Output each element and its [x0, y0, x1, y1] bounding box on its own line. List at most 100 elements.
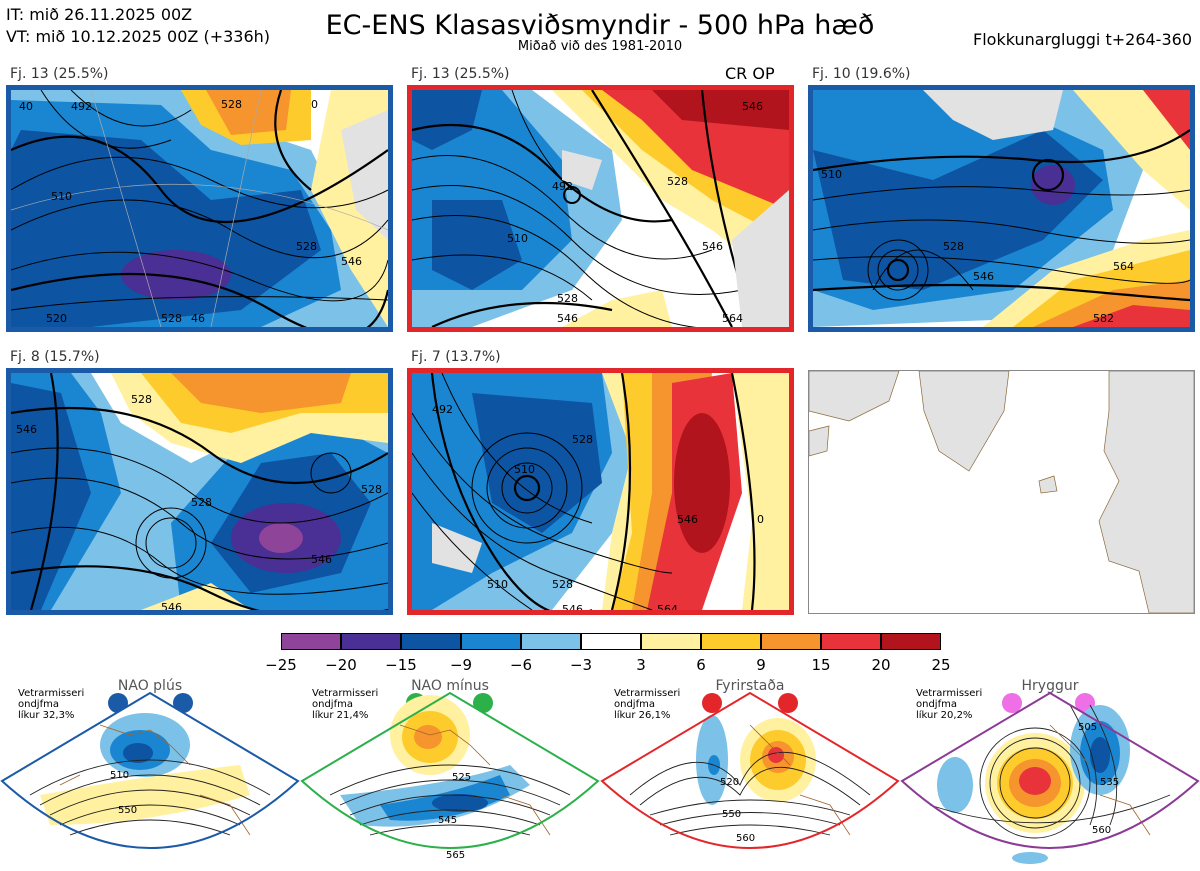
regime-contour-label: 520 — [720, 777, 739, 788]
contour-label: 546 — [16, 423, 37, 436]
colorbar-swatch — [341, 633, 401, 650]
contour-label: 546 — [562, 603, 583, 610]
cluster-map-5: 492 510 528 546 510 528 546 564 0 — [407, 368, 794, 615]
contour-label: 546 — [341, 255, 362, 268]
regime-ridge: Hryggur Vetrarmisseri ondjfma líkur 20,2… — [900, 675, 1200, 871]
contour-label: 528 — [557, 292, 578, 305]
contour-label: 546 — [973, 270, 994, 283]
regime-contour-label: 525 — [452, 772, 471, 783]
colorbar-swatch — [281, 633, 341, 650]
contour-label: 528 — [572, 433, 593, 446]
contour-label: 546 — [557, 312, 578, 325]
regime-info-probability: líkur 26,1% — [614, 710, 671, 721]
contour-label: 492 — [71, 100, 92, 113]
regime-info-season: Vetrarmisseri — [312, 688, 379, 699]
colorbar-tick-label: −25 — [265, 656, 297, 674]
cluster-map-4: 528 546 528 546 528 546 564 — [6, 368, 393, 615]
contour-label: 528 — [943, 240, 964, 253]
panel-label-5: Fj. 7 (13.7%) — [411, 349, 501, 365]
regime-marker-icon — [1002, 693, 1022, 713]
contour-label: 528 — [667, 175, 688, 188]
cluster-map-1-plot: 40 492 528 510 0 528 546 528 46 564 520 — [11, 90, 388, 327]
contour-label: 528 — [361, 483, 382, 496]
colorbar-swatch — [641, 633, 701, 650]
contour-label: 546 — [677, 513, 698, 526]
regime-title: NAO plús — [117, 678, 183, 694]
regime-info-months: ondjfma — [18, 699, 59, 710]
init-time: IT: mið 26.11.2025 00Z — [6, 5, 193, 24]
contour-label: 510 — [514, 463, 535, 476]
regime-info-season: Vetrarmisseri — [18, 688, 85, 699]
contour-label: 510 — [507, 232, 528, 245]
regime-info-months: ondjfma — [916, 699, 957, 710]
regime-info-probability: líkur 20,2% — [916, 710, 973, 721]
contour-label: 0 — [757, 513, 764, 526]
cluster-map-3-plot: 510 528 546 564 582 — [813, 90, 1190, 327]
panel-label-1: Fj. 13 (25.5%) — [10, 66, 109, 82]
colorbar-swatch — [881, 633, 941, 650]
regime-info-season: Vetrarmisseri — [916, 688, 983, 699]
contour-label: 564 — [722, 312, 743, 325]
colorbar-tick-label: −6 — [509, 656, 533, 674]
regime-map: 520 550 560 — [600, 691, 900, 849]
regime-contour-label: 560 — [1092, 825, 1111, 836]
colorbar-tick-label: 25 — [931, 656, 951, 674]
colorbar-tick-label: 15 — [811, 656, 831, 674]
colorbar-swatch — [461, 633, 521, 650]
regime-info: Vetrarmisseri ondjfma líkur 26,1% — [614, 688, 680, 721]
contour-label: 528 — [221, 98, 242, 111]
colorbar-tick-label: 9 — [756, 656, 766, 674]
contour-label: 546 — [742, 100, 763, 113]
contour-label: 528 — [296, 240, 317, 253]
cluster-map-2-plot: 546 492 510 528 528 546 546 564 — [412, 90, 789, 327]
classification-window: Flokkunargluggi t+264-360 — [973, 30, 1192, 49]
header-info: IT: mið 26.11.2025 00Z VT: mið 10.12.202… — [6, 4, 270, 48]
colorbar-tick-label: 3 — [636, 656, 646, 674]
contour-label: 528 — [161, 312, 182, 325]
regime-blocking: Fyrirstaða Vetrarmisseri ondjfma líkur 2… — [600, 675, 900, 871]
cluster-map-4-plot: 528 546 528 546 528 546 564 — [11, 373, 388, 610]
regime-marker-icon — [778, 693, 798, 713]
regime-info-probability: líkur 32,3% — [18, 710, 75, 721]
regime-info-probability: líkur 21,4% — [312, 710, 369, 721]
panel-label-4: Fj. 8 (15.7%) — [10, 349, 100, 365]
colorbar-swatch — [581, 633, 641, 650]
regime-contour-label: 545 — [438, 815, 457, 826]
valid-time: VT: mið 10.12.2025 00Z (+336h) — [6, 27, 271, 46]
colorbar-tick-label: −20 — [325, 656, 357, 674]
regime-contour-label: 505 — [1078, 722, 1097, 733]
page-subtitle: Miðað við des 1981-2010 — [517, 39, 683, 54]
contour-label: 564 — [221, 608, 242, 610]
colorbar-swatch — [701, 633, 761, 650]
regime-map: 525 545 565 — [300, 691, 600, 861]
colorbar-tick-label: 6 — [696, 656, 706, 674]
regime-title: NAO mínus — [411, 678, 489, 694]
regime-info-season: Vetrarmisseri — [614, 688, 681, 699]
contour-label: 546 — [702, 240, 723, 253]
regime-contour-label: 550 — [118, 805, 137, 816]
basemap — [809, 371, 1194, 613]
regime-map: 510 550 — [0, 691, 300, 849]
contour-label: 564 — [231, 325, 252, 327]
cr-op-badge: CR OP — [725, 64, 775, 83]
contour-label: 582 — [1093, 312, 1114, 325]
regime-contour-label: 510 — [110, 770, 129, 781]
regime-contour-label: 565 — [446, 850, 465, 861]
contour-label: 0 — [311, 98, 318, 111]
contour-label: 564 — [657, 603, 678, 610]
colorbar-swatch — [521, 633, 581, 650]
contour-label: 528 — [552, 578, 573, 591]
contour-label: 492 — [432, 403, 453, 416]
page-title: EC-ENS Klasasviðsmyndir - 500 hPa hæð — [325, 10, 875, 41]
colorbar-swatch — [821, 633, 881, 650]
regime-info-months: ondjfma — [614, 699, 655, 710]
panel-label-2: Fj. 13 (25.5%) — [411, 66, 510, 82]
cluster-map-1: 40 492 528 510 0 528 546 528 46 564 520 — [6, 85, 393, 332]
regime-info-months: ondjfma — [312, 699, 353, 710]
contour-label: 546 — [311, 553, 332, 566]
contour-label: 40 — [19, 100, 33, 113]
contour-label: 492 — [552, 180, 573, 193]
regime-marker-icon — [473, 693, 493, 713]
contour-label: 510 — [51, 190, 72, 203]
regime-title: Hryggur — [1021, 678, 1079, 694]
